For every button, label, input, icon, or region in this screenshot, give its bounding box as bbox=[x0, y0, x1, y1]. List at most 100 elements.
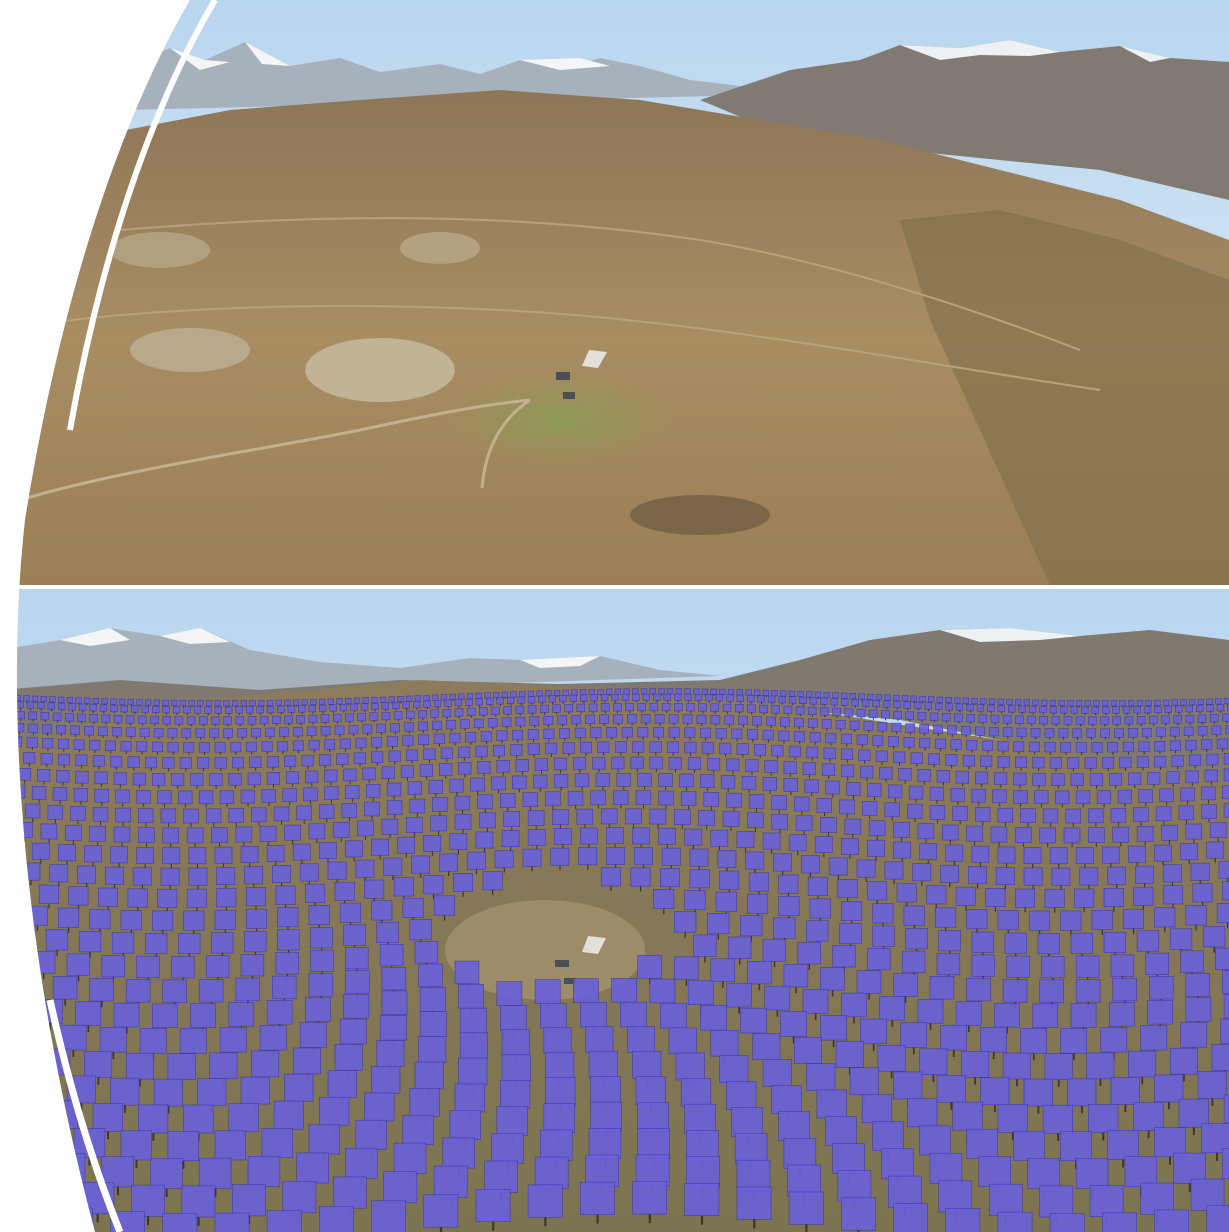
panel-post bbox=[56, 950, 58, 956]
snow-caps bbox=[170, 42, 610, 70]
panel-post bbox=[642, 864, 645, 870]
solar-panel bbox=[362, 697, 369, 704]
solar-panel bbox=[1112, 716, 1121, 725]
solar-panel bbox=[131, 1184, 165, 1217]
panel-post bbox=[1144, 841, 1146, 846]
solar-panel bbox=[706, 757, 721, 771]
solar-panel bbox=[693, 688, 700, 695]
solar-panel bbox=[65, 824, 82, 841]
solar-panel bbox=[625, 808, 642, 825]
solar-panel bbox=[183, 1104, 214, 1134]
solar-panel bbox=[409, 1088, 440, 1117]
panel-post bbox=[197, 1217, 200, 1226]
solar-panel bbox=[740, 1007, 767, 1034]
solar-panel bbox=[1049, 847, 1068, 865]
panel-post bbox=[584, 824, 586, 829]
panel-post bbox=[600, 694, 602, 697]
solar-panel bbox=[740, 915, 763, 937]
panel-post bbox=[953, 861, 955, 866]
panel-post bbox=[702, 711, 704, 714]
panel-post bbox=[769, 790, 771, 794]
solar-panel bbox=[433, 733, 445, 744]
solar-panel bbox=[57, 738, 69, 750]
panel-post bbox=[1049, 752, 1051, 755]
panel-post bbox=[1168, 1101, 1170, 1110]
solar-panel bbox=[856, 859, 876, 878]
solar-panel bbox=[980, 755, 993, 768]
solar-panel bbox=[807, 876, 828, 896]
solar-panel bbox=[926, 885, 947, 905]
panel-post bbox=[1104, 724, 1106, 727]
panel-post bbox=[673, 723, 675, 726]
solar-panel bbox=[400, 765, 414, 778]
panel-post bbox=[779, 829, 781, 834]
solar-panel bbox=[861, 801, 878, 816]
solar-panel bbox=[816, 1089, 847, 1119]
panel-post bbox=[272, 767, 274, 771]
solar-panel bbox=[197, 700, 204, 707]
solar-panel bbox=[745, 759, 759, 772]
panel-post bbox=[58, 881, 60, 887]
solar-panel bbox=[115, 789, 130, 804]
panel-post bbox=[1070, 705, 1072, 708]
solar-panel bbox=[334, 881, 355, 901]
solar-panel bbox=[1154, 705, 1162, 714]
solar-panel bbox=[240, 1076, 270, 1105]
solar-panel bbox=[305, 883, 326, 903]
solar-panel bbox=[477, 794, 493, 810]
solar-panel bbox=[381, 766, 395, 779]
panel-post bbox=[969, 710, 971, 713]
panel-post bbox=[145, 712, 147, 715]
solar-panel bbox=[152, 705, 160, 714]
solar-panel bbox=[539, 1002, 567, 1029]
panel-post bbox=[1185, 819, 1187, 824]
panel-post bbox=[736, 738, 738, 742]
panel-post bbox=[235, 752, 237, 755]
panel-post bbox=[556, 695, 558, 698]
solar-panel bbox=[334, 1044, 363, 1071]
solar-panel bbox=[433, 700, 442, 708]
solar-panel bbox=[249, 700, 256, 707]
panel-post bbox=[385, 709, 387, 711]
solar-panel bbox=[635, 1154, 670, 1187]
solar-panel bbox=[980, 1077, 1010, 1106]
panel-post bbox=[1145, 802, 1147, 807]
solar-panel bbox=[539, 1129, 573, 1161]
panel-post bbox=[1072, 768, 1074, 772]
solar-panel bbox=[632, 688, 639, 695]
panel-post bbox=[102, 735, 104, 738]
solar-panel bbox=[590, 1101, 622, 1132]
panel-post bbox=[1073, 1053, 1075, 1061]
solar-panel bbox=[442, 1137, 475, 1169]
panel-post bbox=[1216, 1152, 1218, 1161]
panel-post bbox=[640, 844, 642, 849]
solar-panel bbox=[139, 1028, 167, 1054]
panel-post bbox=[809, 873, 812, 878]
panel-post bbox=[952, 1050, 955, 1057]
panel-post bbox=[754, 869, 756, 874]
panel-post bbox=[379, 855, 381, 860]
panel-post bbox=[985, 766, 987, 770]
solar-panel bbox=[296, 805, 312, 821]
panel-post bbox=[367, 733, 369, 736]
solar-panel bbox=[162, 757, 175, 769]
solar-panel bbox=[703, 791, 719, 807]
panel-post bbox=[1016, 1079, 1018, 1087]
solar-panel bbox=[527, 743, 540, 755]
solar-panel bbox=[101, 1156, 135, 1188]
panel-post bbox=[1220, 710, 1222, 713]
panel-post bbox=[994, 1104, 996, 1113]
panel-post bbox=[74, 734, 76, 737]
solar-panel bbox=[1002, 1052, 1031, 1080]
panel-post bbox=[548, 695, 550, 698]
panel-post bbox=[1077, 737, 1078, 740]
panel-post bbox=[914, 818, 916, 823]
panel-post bbox=[789, 773, 791, 777]
dark-hollow bbox=[630, 495, 770, 535]
solar-panel bbox=[1110, 954, 1135, 977]
solar-panel bbox=[682, 714, 693, 724]
panel-post bbox=[866, 778, 868, 782]
panel-post bbox=[1169, 1156, 1171, 1165]
solar-panel bbox=[905, 723, 916, 733]
solar-panel bbox=[820, 707, 829, 716]
